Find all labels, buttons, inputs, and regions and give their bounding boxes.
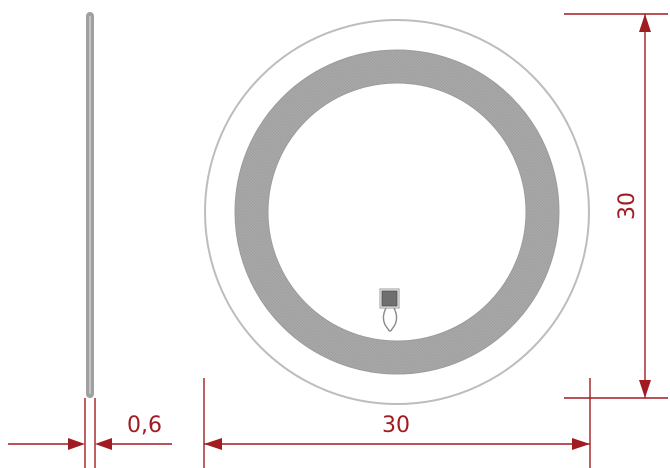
height-arrow-top <box>639 14 651 32</box>
tag-side-view-highlight <box>89 16 91 394</box>
width-label: 30 <box>382 413 410 438</box>
chip-pad <box>379 288 400 309</box>
width-arrow-right <box>572 438 590 450</box>
height-label: 30 <box>615 192 640 220</box>
chip <box>381 290 398 307</box>
width-arrow-left <box>204 438 222 450</box>
thickness-arrow-right <box>95 438 112 450</box>
antenna-coil <box>234 49 560 375</box>
height-arrow-bottom <box>639 380 651 398</box>
thickness-label: 0,6 <box>127 413 162 438</box>
chip-bridge-wire <box>382 307 398 332</box>
thickness-arrow-left <box>68 438 85 450</box>
